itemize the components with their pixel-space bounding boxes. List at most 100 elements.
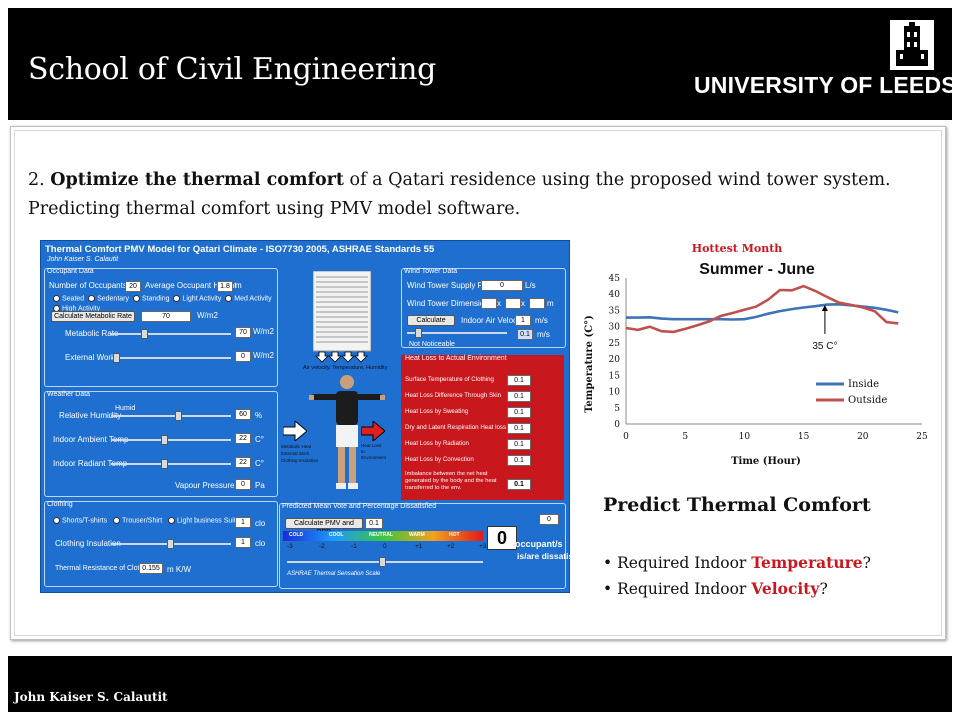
x-tick-label: 15 bbox=[798, 432, 810, 442]
site-title: School of Civil Engineering bbox=[28, 52, 437, 87]
pmv-software-window: Thermal Comfort PMV Model for Qatari Cli… bbox=[40, 240, 588, 593]
pmv-thumb[interactable] bbox=[379, 557, 386, 567]
wind-tower-icon bbox=[313, 271, 371, 363]
thermal-scale-tick: -1 bbox=[351, 543, 357, 550]
thermal-scale-label: COLD bbox=[289, 532, 304, 538]
y-tick-label: 5 bbox=[614, 404, 620, 414]
velocity-value-2: 0.1 bbox=[517, 329, 533, 340]
heat-loss-row-label: Heat Loss by Radiation bbox=[405, 440, 469, 447]
dimension-label: Wind Tower Dimension bbox=[407, 299, 489, 308]
pmv-value: 0.1 bbox=[365, 518, 383, 529]
x-tick-label: 20 bbox=[857, 432, 869, 442]
clothing-res-unit: m K/W bbox=[167, 565, 191, 574]
heat-loss-row-label: Surface Temperature of Clothing bbox=[405, 376, 494, 383]
ext-work-slider[interactable] bbox=[111, 357, 231, 359]
clothing-option-input[interactable]: 1 bbox=[235, 517, 251, 528]
thermal-scale-label: NEUTRAL bbox=[369, 532, 393, 538]
wind-calculate-button[interactable]: Calculate bbox=[407, 315, 455, 326]
indoor-velocity-input[interactable]: 1 bbox=[515, 315, 531, 326]
ext-work-label: External Work bbox=[65, 353, 116, 362]
height-input[interactable]: 1.8 bbox=[217, 281, 233, 292]
met-rate-input[interactable]: 70 bbox=[235, 327, 251, 338]
supply-rate-input[interactable]: 0 bbox=[481, 280, 523, 291]
annotation-text: 35 C° bbox=[812, 341, 837, 352]
y-tick-label: 20 bbox=[609, 355, 621, 365]
legend-label: Outside bbox=[848, 395, 887, 406]
irt-slider[interactable] bbox=[111, 463, 231, 465]
clothing-ins-thumb[interactable] bbox=[167, 539, 174, 549]
clothing-res-input[interactable]: 0.155 bbox=[139, 563, 163, 574]
heat-loss-row-value: 0.1 bbox=[507, 439, 531, 450]
heat-loss-row-label: Dry and Latent Respiration Heat loss bbox=[405, 424, 507, 431]
iat-thumb[interactable] bbox=[161, 435, 168, 445]
rh-unit: % bbox=[255, 411, 263, 420]
series-line-outside bbox=[625, 284, 899, 334]
weather-data-group bbox=[44, 391, 278, 497]
legend-label: Inside bbox=[848, 379, 879, 390]
activity-radio-group[interactable]: Seated Sedentary Standing Light Activity… bbox=[53, 295, 272, 302]
bullet-velocity: • Required Indoor Velocity? bbox=[603, 579, 828, 598]
thermal-scale-tick: 0 bbox=[383, 543, 387, 550]
footer-author: John Kaiser S. Calautit bbox=[14, 690, 168, 704]
x-tick-label: 0 bbox=[623, 432, 629, 442]
iat-input[interactable]: 22 bbox=[235, 433, 251, 444]
arrow-right-caption: Heat Loss to Environment bbox=[361, 443, 387, 460]
clothing-option-unit: clo bbox=[255, 519, 266, 528]
supply-rate-unit: L/s bbox=[525, 281, 536, 290]
chart-subtitle: Hottest Month bbox=[692, 242, 783, 255]
arrow-left-caption: Metabolic Heat External Work Clothing In… bbox=[281, 444, 319, 463]
num-occupants-input[interactable]: 20 bbox=[125, 281, 141, 292]
requirements-list: • Required Indoor Temperature? • Require… bbox=[603, 550, 871, 602]
thermal-scale-tick: +2 bbox=[447, 543, 455, 550]
met-rate-slider[interactable] bbox=[111, 333, 231, 335]
heat-loss-row-value: 0.1 bbox=[507, 391, 531, 402]
clothing-group bbox=[44, 501, 278, 587]
met-rate-label: Metabolic Rate bbox=[65, 329, 119, 338]
clothing-ins-input[interactable]: 1 bbox=[235, 537, 251, 548]
dimension-d-input[interactable] bbox=[505, 298, 521, 309]
irt-thumb[interactable] bbox=[161, 459, 168, 469]
occupant-data-group bbox=[44, 268, 278, 387]
irt-label: Indoor Radiant Temp bbox=[53, 459, 128, 468]
ext-work-thumb[interactable] bbox=[113, 353, 120, 363]
clothing-radio-group[interactable]: Shorts/T-shirts Trouser/Shirt Light busi… bbox=[53, 517, 236, 524]
iat-slider[interactable] bbox=[111, 439, 231, 441]
university-crest-icon bbox=[890, 20, 934, 70]
intro-bold: Optimize the thermal comfort bbox=[50, 170, 344, 190]
dimension-x2: x bbox=[521, 299, 525, 308]
heat-loss-label: Heat Loss to Actual Environment bbox=[405, 355, 507, 362]
vp-label: Vapour Pressure bbox=[175, 481, 235, 490]
clothing-res-label: Thermal Resistance of Clothing bbox=[55, 565, 153, 572]
rh-input[interactable]: 60 bbox=[235, 409, 251, 420]
vp-input[interactable]: 0 bbox=[235, 479, 251, 490]
thermal-scale-label: COOL bbox=[329, 532, 344, 538]
x-tick-label: 5 bbox=[682, 432, 688, 442]
velocity-thumb[interactable] bbox=[415, 328, 422, 338]
heat-loss-row-label: Heat Loss by Sweating bbox=[405, 408, 469, 415]
imbalance-value: 0.1 bbox=[507, 479, 531, 490]
footer-band bbox=[8, 656, 952, 712]
calc-metabolic-button[interactable]: Calculate Metabolic Rate bbox=[51, 311, 135, 322]
irt-input[interactable]: 22 bbox=[235, 457, 251, 468]
height-unit: m bbox=[235, 281, 242, 290]
dimension-w-input[interactable] bbox=[481, 298, 497, 309]
bullet-temperature: • Required Indoor Temperature? bbox=[603, 553, 871, 572]
rh-thumb[interactable] bbox=[175, 411, 182, 421]
dimension-h-input[interactable] bbox=[529, 298, 545, 309]
pmv-label: Predicted Mean Vote and Percentage Dissa… bbox=[282, 503, 437, 510]
ext-work-input[interactable]: 0 bbox=[235, 351, 251, 362]
indoor-velocity-unit: m/s bbox=[535, 316, 548, 325]
header-band bbox=[8, 8, 952, 120]
velocity-slider[interactable] bbox=[407, 332, 507, 334]
rh-slider[interactable] bbox=[111, 415, 231, 417]
software-title: Thermal Comfort PMV Model for Qatari Cli… bbox=[45, 244, 435, 255]
heat-loss-row-value: 0.1 bbox=[507, 455, 531, 466]
wind-tower-group bbox=[401, 268, 566, 348]
temperature-chart: Hottest Month Summer - June Temperature … bbox=[584, 242, 928, 467]
calc-pmv-button[interactable]: Calculate PMV and PPD bbox=[285, 518, 363, 536]
heat-loss-row-label: Heat Loss by Convection bbox=[405, 456, 474, 463]
intro-number: 2. bbox=[28, 170, 45, 190]
met-rate-thumb[interactable] bbox=[141, 329, 148, 339]
clothing-label: Clothing bbox=[47, 501, 73, 508]
x-tick-label: 10 bbox=[739, 432, 751, 442]
